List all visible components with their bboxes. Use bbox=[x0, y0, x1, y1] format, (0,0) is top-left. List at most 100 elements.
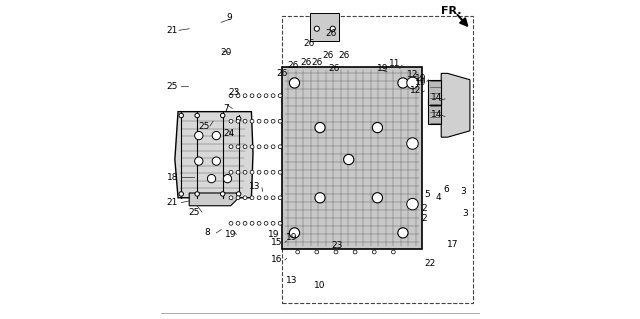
Circle shape bbox=[257, 119, 261, 123]
Circle shape bbox=[236, 170, 240, 174]
Text: 19: 19 bbox=[225, 230, 236, 239]
Circle shape bbox=[278, 196, 282, 200]
Text: 9: 9 bbox=[226, 13, 232, 22]
Circle shape bbox=[315, 250, 319, 254]
Text: 26: 26 bbox=[287, 61, 299, 70]
Text: 26: 26 bbox=[300, 58, 311, 67]
Text: 19: 19 bbox=[285, 233, 297, 242]
Circle shape bbox=[315, 193, 325, 203]
Text: 26: 26 bbox=[329, 64, 340, 73]
Circle shape bbox=[243, 119, 247, 123]
Circle shape bbox=[392, 250, 396, 254]
Circle shape bbox=[229, 221, 233, 225]
Circle shape bbox=[236, 196, 240, 200]
Circle shape bbox=[243, 94, 247, 98]
Circle shape bbox=[271, 119, 275, 123]
Circle shape bbox=[236, 221, 240, 225]
Text: 8: 8 bbox=[204, 228, 210, 237]
Text: 19: 19 bbox=[415, 78, 426, 87]
Circle shape bbox=[207, 174, 216, 183]
Circle shape bbox=[257, 170, 261, 174]
Circle shape bbox=[220, 192, 225, 196]
Text: 6: 6 bbox=[443, 185, 449, 194]
Text: 20: 20 bbox=[220, 48, 232, 57]
Circle shape bbox=[229, 196, 233, 200]
Circle shape bbox=[236, 145, 240, 149]
Circle shape bbox=[271, 221, 275, 225]
Circle shape bbox=[229, 94, 233, 98]
Circle shape bbox=[229, 119, 233, 123]
Circle shape bbox=[315, 122, 325, 133]
Circle shape bbox=[243, 221, 247, 225]
Circle shape bbox=[257, 221, 261, 225]
Circle shape bbox=[278, 221, 282, 225]
Circle shape bbox=[264, 94, 268, 98]
Text: 26: 26 bbox=[326, 29, 337, 38]
Circle shape bbox=[271, 170, 275, 174]
Text: 25: 25 bbox=[198, 122, 209, 130]
Circle shape bbox=[271, 145, 275, 149]
Text: 26: 26 bbox=[311, 58, 323, 67]
Circle shape bbox=[195, 157, 203, 165]
Text: 18: 18 bbox=[166, 173, 178, 182]
Text: 17: 17 bbox=[447, 240, 458, 249]
Text: 23: 23 bbox=[332, 241, 343, 250]
Text: 2: 2 bbox=[421, 214, 426, 223]
Text: 15: 15 bbox=[271, 238, 283, 247]
Circle shape bbox=[264, 145, 268, 149]
Circle shape bbox=[257, 145, 261, 149]
Text: 19: 19 bbox=[376, 64, 388, 73]
Bar bbox=[282, 16, 473, 303]
Text: 13: 13 bbox=[285, 276, 297, 285]
Circle shape bbox=[407, 77, 419, 89]
Circle shape bbox=[236, 116, 241, 121]
Text: 19: 19 bbox=[415, 74, 426, 83]
Bar bbox=[428, 80, 441, 105]
Circle shape bbox=[271, 94, 275, 98]
Circle shape bbox=[264, 221, 268, 225]
Circle shape bbox=[250, 170, 254, 174]
Text: 10: 10 bbox=[314, 281, 326, 290]
Circle shape bbox=[229, 145, 233, 149]
Circle shape bbox=[236, 94, 240, 98]
Text: 4: 4 bbox=[435, 193, 441, 202]
Text: 2: 2 bbox=[421, 204, 426, 213]
Text: 25: 25 bbox=[166, 82, 178, 91]
Circle shape bbox=[398, 78, 408, 88]
Circle shape bbox=[250, 221, 254, 225]
Text: 24: 24 bbox=[223, 130, 235, 138]
Circle shape bbox=[195, 113, 200, 118]
Circle shape bbox=[250, 94, 254, 98]
Circle shape bbox=[334, 250, 338, 254]
Polygon shape bbox=[175, 112, 253, 198]
Circle shape bbox=[179, 192, 184, 196]
Polygon shape bbox=[310, 13, 339, 41]
Circle shape bbox=[296, 250, 300, 254]
Polygon shape bbox=[189, 193, 239, 206]
Text: 16: 16 bbox=[271, 256, 283, 264]
Circle shape bbox=[243, 196, 247, 200]
Text: 21: 21 bbox=[166, 26, 177, 35]
Circle shape bbox=[278, 119, 282, 123]
Text: 26: 26 bbox=[323, 51, 333, 60]
Circle shape bbox=[243, 145, 247, 149]
Circle shape bbox=[398, 228, 408, 238]
Bar bbox=[282, 67, 422, 249]
Text: 3: 3 bbox=[462, 209, 468, 218]
Circle shape bbox=[278, 94, 282, 98]
Circle shape bbox=[195, 131, 203, 140]
Polygon shape bbox=[441, 73, 470, 137]
Text: 7: 7 bbox=[223, 104, 228, 113]
Circle shape bbox=[223, 174, 232, 183]
Circle shape bbox=[278, 145, 282, 149]
Circle shape bbox=[195, 192, 200, 196]
Circle shape bbox=[236, 119, 240, 123]
Bar bbox=[428, 99, 441, 124]
Text: FR.: FR. bbox=[440, 6, 461, 16]
Circle shape bbox=[330, 26, 335, 31]
Circle shape bbox=[314, 26, 319, 31]
Circle shape bbox=[257, 196, 261, 200]
Circle shape bbox=[264, 170, 268, 174]
Circle shape bbox=[407, 138, 419, 149]
Text: 12: 12 bbox=[407, 70, 418, 79]
